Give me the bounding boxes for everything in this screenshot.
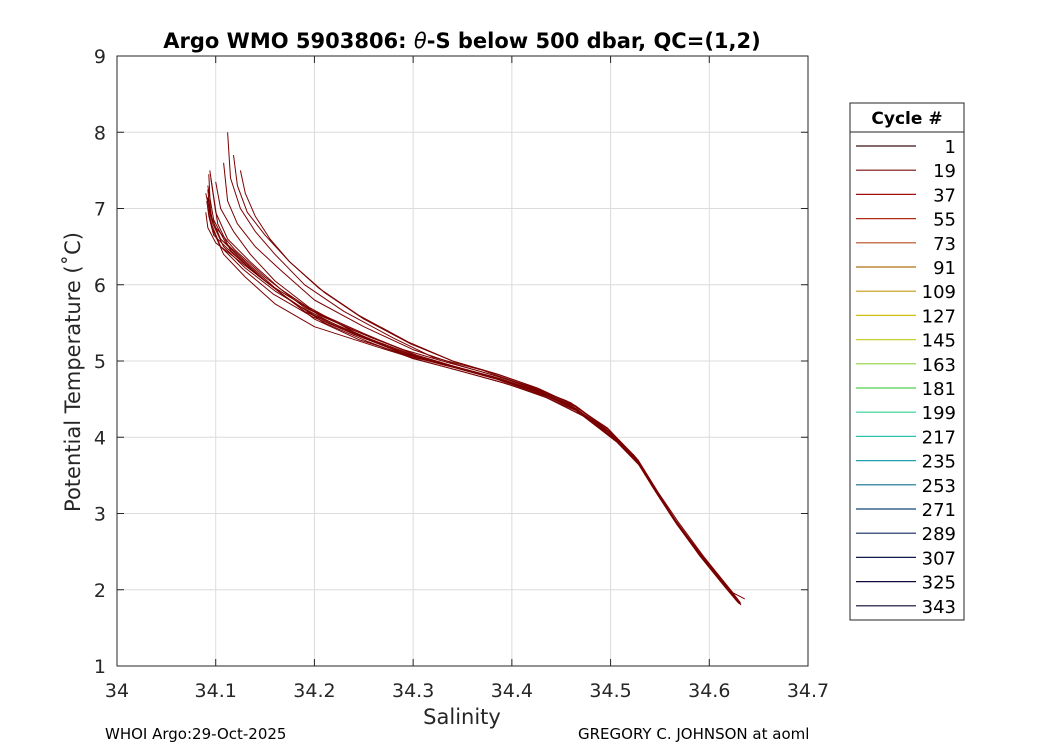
x-tick-label: 34	[105, 680, 129, 702]
x-tick-label: 34.4	[491, 680, 533, 702]
y-tick-label: 2	[94, 580, 106, 602]
legend-entry-label: 19	[933, 161, 956, 182]
y-tick-label: 1	[94, 656, 106, 678]
legend-entry-label: 325	[922, 573, 956, 594]
chart-title: Argo WMO 5903806: θ-S below 500 dbar, QC…	[163, 29, 760, 53]
profile-line	[223, 162, 741, 603]
legend-title: Cycle #	[871, 109, 942, 129]
legend-entry-label: 343	[922, 597, 956, 618]
legend-entry-label: 1	[945, 137, 956, 158]
legend-entry-label: 253	[922, 476, 956, 497]
legend-entry-label: 217	[922, 427, 956, 448]
grid-lines	[116, 55, 809, 667]
y-tick-label: 3	[94, 504, 106, 526]
legend-entry-label: 127	[922, 306, 956, 327]
y-axis-label: Potential Temperature (˚C)	[61, 232, 85, 512]
x-tick-label: 34.2	[293, 680, 335, 702]
profile-lines	[205, 132, 746, 606]
x-tick-labels: 34 34.1 34.2 34.3 34.4 34.5 34.6 34.7	[105, 680, 829, 702]
y-tick-labels: 1 2 3 4 5 6 7 8 9	[94, 46, 106, 678]
legend-entry-label: 289	[922, 524, 956, 545]
x-tick-label: 34.3	[392, 680, 434, 702]
legend-entry-label: 109	[922, 282, 956, 303]
x-tick-label: 34.1	[195, 680, 237, 702]
legend-entry-label: 145	[922, 331, 956, 352]
y-tick-label: 8	[94, 122, 106, 144]
y-tick-label: 9	[94, 46, 106, 68]
legend-box	[849, 102, 965, 621]
legend-entry-label: 181	[922, 379, 956, 400]
legend-entry-label: 271	[922, 500, 956, 521]
y-tick-label: 4	[94, 427, 106, 449]
footer-credit-left: WHOI Argo:29-Oct-2025	[105, 725, 287, 743]
legend-entry-label: 163	[922, 355, 956, 376]
x-axis-label: Salinity	[423, 705, 501, 729]
legend: Cycle # 1 19 37 55 73 91 109 127 145 163 181 199 217…	[849, 102, 965, 621]
x-tick-label: 34.7	[787, 680, 829, 702]
y-tick-label: 6	[94, 275, 106, 297]
legend-entry-label: 55	[933, 210, 956, 231]
legend-entry-label: 73	[933, 234, 956, 255]
legend-entry-label: 235	[922, 452, 956, 473]
legend-entry-label: 307	[922, 548, 956, 569]
legend-entries: 1 19 37 55 73 91 109 127 145 163 181 199 217 235 253 27…	[856, 137, 956, 618]
legend-entry-label: 199	[922, 403, 956, 424]
x-tick-label: 34.6	[688, 680, 730, 702]
legend-entry-label: 37	[933, 185, 956, 206]
footer-credit-right: GREGORY C. JOHNSON at aoml	[578, 725, 810, 743]
profile-line	[209, 204, 742, 604]
y-tick-label: 5	[94, 351, 106, 373]
x-tick-label: 34.5	[589, 680, 631, 702]
y-tick-label: 7	[94, 199, 106, 221]
plot-border	[116, 55, 809, 667]
legend-entry-label: 91	[933, 258, 956, 279]
